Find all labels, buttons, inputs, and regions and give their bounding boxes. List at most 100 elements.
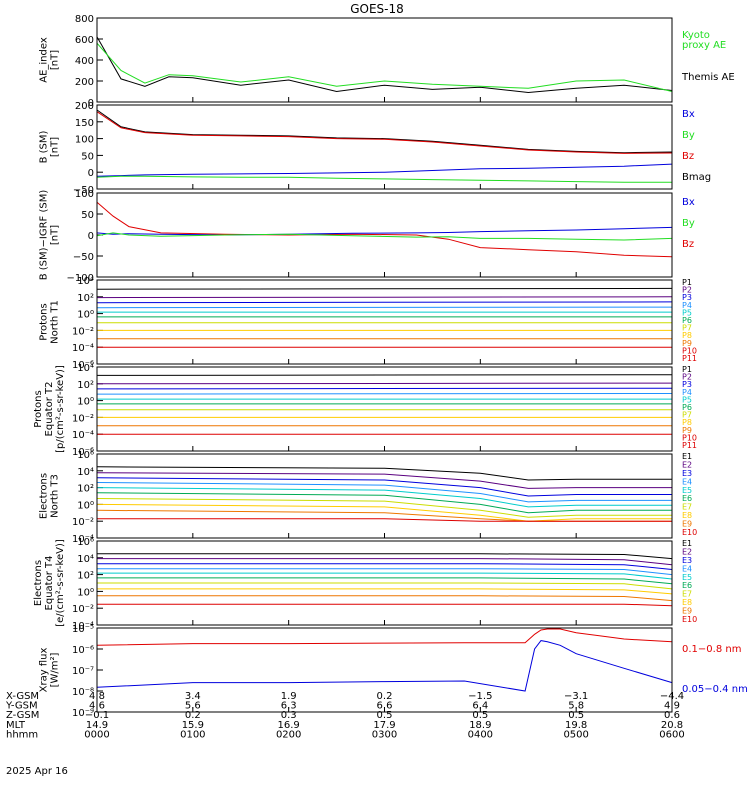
y-tick-label: 10⁴ [77,554,94,565]
y-tick-label: 50 [81,210,94,221]
y-tick-label: 150 [75,118,94,129]
y-tick-label: 0 [88,168,94,179]
x-axis-value: 19.8 [565,720,587,731]
legend-entry: Kyoto [682,30,710,41]
legend-entry: P3 [682,293,692,302]
legend-entry: Bz [682,151,694,162]
y-tick-label: 100 [75,189,94,200]
legend-entry: E10 [682,615,697,624]
x-axis-value: 0.2 [377,691,393,702]
legend-entry: Bmag [682,172,711,183]
legend-entry: Bx [682,197,695,208]
legend-entry: E6 [682,494,692,503]
x-axis-value: 1.9 [281,691,297,702]
x-axis-value: 20.8 [661,720,683,731]
legend-entry: P8 [682,418,692,427]
y-tick-label: 10⁴ [77,276,94,287]
y-tick-label: 10⁶ [77,450,94,461]
y-tick-label: 10⁻⁵ [72,624,94,635]
y-tick-label: 0 [88,231,94,242]
y-axis-label: [p/(cm²-s-sr-keV)] [55,365,66,453]
y-axis-label: [W/m²] [50,652,61,687]
y-tick-label: 10⁻⁹ [72,708,94,719]
series-line-E3 [97,563,673,570]
x-axis-value: 17.9 [373,720,395,731]
legend-entry: P10 [682,433,697,442]
y-tick-label: 10² [77,380,94,391]
x-axis-value: 5.6 [185,701,201,712]
x-axis-row-label: Y-GSM [5,701,38,712]
legend-entry: proxy AE [682,40,726,51]
x-axis-value: 15.9 [182,720,204,731]
series-line-P1 [96,287,673,290]
x-axis-value: 6.6 [377,701,393,712]
y-axis-label: Protons [33,390,44,427]
series-line-E4 [96,482,672,503]
y-tick-label: 10⁻² [72,517,94,528]
y-tick-label: 10⁴ [77,363,94,374]
legend-entry: E2 [682,460,692,469]
series-line-E2 [96,472,672,489]
y-tick-label: 10⁴ [77,467,94,478]
y-tick-label: 10⁻⁴ [72,534,94,545]
y-tick-label: 10⁻⁶ [72,645,94,656]
y-tick-label: 10⁰ [77,397,94,408]
y-tick-label: 10⁻² [72,604,94,615]
series-line-P3 [96,387,673,390]
legend-entry: P1 [682,278,692,287]
y-tick-label: −50 [73,252,94,263]
y-tick-label: 10⁰ [77,500,94,511]
y-tick-label: −100 [67,273,94,284]
x-axis-row-label: hhmm [6,729,38,740]
x-axis-value: 0400 [468,729,493,740]
series-line-E8 [97,588,673,595]
panel-eequator: 10⁶ 10⁴ 10² 10⁰ 10⁻² 10⁻⁴ Electrons Equator T4[… [33,537,697,632]
y-tick-label: 10² [77,293,94,304]
series-line-E7 [96,498,672,518]
y-axis-label: Protons [39,303,50,340]
series-line-00504nm [96,640,673,692]
x-axis-value: 6.3 [281,701,297,712]
y-tick-label: 10⁶ [77,537,94,548]
y-axis-label: B (SM) [39,130,50,163]
y-tick-label: −50 [73,185,94,196]
y-tick-label: 10⁻⁴ [72,343,94,354]
legend-entry: E7 [682,503,692,512]
legend-entry: P2 [682,286,692,295]
legend-entry: P4 [682,388,692,397]
legend-entry: By [682,130,695,141]
legend-entry: P7 [682,411,692,420]
legend-entry: By [682,218,695,229]
legend-entry: P6 [682,403,692,412]
legend-entry: E1 [682,539,692,548]
y-tick-label: 600 [75,35,94,46]
x-axis-value: 0.5 [377,710,393,721]
x-axis-value: 0.2 [185,710,201,721]
legend-entry: E5 [682,486,692,495]
date-label: 2025 Apr 16 [6,766,68,777]
legend-entry: E6 [682,581,692,590]
legend-entry: P5 [682,395,692,404]
legend-entry: E5 [682,573,692,582]
series-line-E10 [97,518,672,522]
x-axis-value: 0600 [659,729,684,740]
x-axis-value: 0.3 [281,710,297,721]
series-line-E9 [97,595,673,602]
legend-entry: E8 [682,598,692,607]
legend-entry: P11 [682,441,697,450]
series-line-Bz [96,111,673,154]
x-axis-value: 16.9 [278,720,300,731]
legend-entry: E4 [682,564,692,573]
legend-entry: E4 [682,477,692,486]
series-line-E6 [97,577,673,585]
legend-entry: P9 [682,426,692,435]
x-axis-value: 0300 [372,729,397,740]
x-axis-value: 0500 [563,729,588,740]
y-tick-label: 800 [75,14,94,25]
panel-bsm: 200 150 100 50 0 −50 B (SM) [nT] Bx By Bz Bmag [39,101,712,196]
y-axis-label: Electrons [33,560,44,606]
x-axis-value: 0200 [276,729,301,740]
legend-entry: P7 [682,324,692,333]
